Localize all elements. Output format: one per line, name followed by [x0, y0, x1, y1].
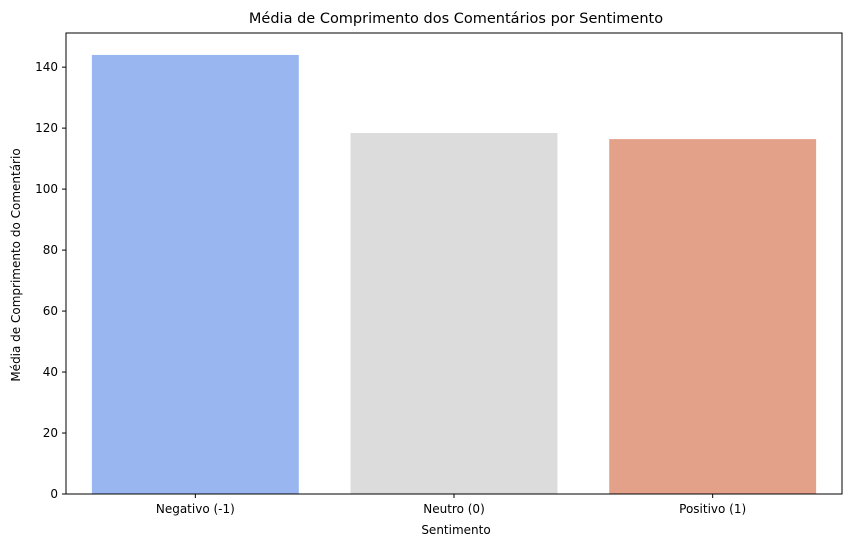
bars-layer: [91, 54, 817, 494]
x-tick-label: Neutro (0): [423, 502, 485, 516]
chart-title: Média de Comprimento dos Comentários por…: [249, 11, 663, 27]
x-tick-label: Negativo (-1): [156, 502, 235, 516]
plot-frame: [65, 32, 843, 495]
y-tick-label: 80: [43, 243, 58, 257]
bar-1: [350, 133, 558, 494]
bar-2: [609, 139, 817, 494]
y-axis-label: Média de Comprimento do Comentário: [9, 148, 23, 381]
y-tick-label: 100: [35, 182, 58, 196]
y-tick-label: 60: [43, 304, 58, 318]
y-tick-label: 140: [35, 60, 58, 74]
y-axis-ticks: 0 20 40 60 80 100 120 140: [35, 60, 66, 501]
bar-0: [91, 54, 299, 494]
y-tick-label: 0: [50, 487, 58, 501]
x-axis-ticks: Negativo (-1) Neutro (0) Positivo (1): [156, 494, 746, 516]
x-axis-label: Sentimento: [421, 523, 490, 537]
y-tick-label: 20: [43, 426, 58, 440]
x-tick-label: Positivo (1): [679, 502, 746, 516]
y-tick-label: 120: [35, 121, 58, 135]
y-tick-label: 40: [43, 365, 58, 379]
